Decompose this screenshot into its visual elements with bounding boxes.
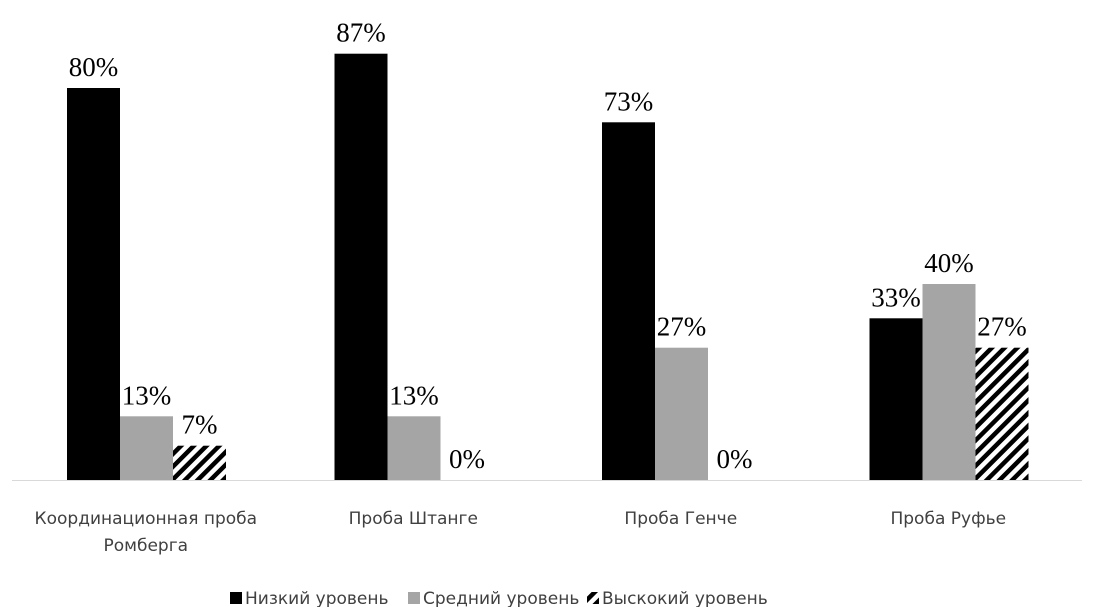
bar-s0-c2 <box>602 122 655 481</box>
legend-label-0: Низкий уровень <box>245 589 389 607</box>
bars-group <box>67 53 1029 481</box>
bar-s1-c1 <box>387 416 441 480</box>
legend: Низкий уровень Средний уровень Выскокий ур… <box>230 589 768 607</box>
category-label-2: Проба Генче <box>624 509 737 529</box>
category-label-1: Проба Штанге <box>349 509 478 529</box>
category-label-0: Координационная проба <box>35 509 258 529</box>
legend-swatch-2 <box>587 592 599 604</box>
bar-s1-c0 <box>120 416 173 480</box>
bar-s1-c2 <box>655 347 708 480</box>
value-label-s2-c0: 7% <box>182 410 218 440</box>
legend-label-1: Средний уровень <box>423 589 579 607</box>
bar-s1-c3 <box>922 284 976 480</box>
bar-s0-c3 <box>869 318 923 480</box>
bar-s2-c0 <box>173 445 226 480</box>
category-labels-group: Координационная проба Ромберга Проба Штанг… <box>35 509 1007 556</box>
value-label-s1-c3: 40% <box>924 248 974 278</box>
value-label-s0-c0: 80% <box>69 52 119 82</box>
legend-swatch-1 <box>408 592 420 604</box>
value-label-s1-c1: 13% <box>389 380 439 410</box>
value-label-s0-c2: 73% <box>604 86 654 116</box>
value-label-s1-c0: 13% <box>122 380 172 410</box>
value-label-s2-c3: 27% <box>977 312 1027 342</box>
value-label-s2-c2: 0% <box>717 444 753 474</box>
value-label-s2-c1: 0% <box>449 444 485 474</box>
legend-label-2: Выскокий уровень <box>602 589 768 607</box>
value-label-s0-c1: 87% <box>336 18 386 48</box>
value-label-s0-c3: 33% <box>871 282 921 312</box>
value-label-s1-c2: 27% <box>657 312 707 342</box>
bar-s0-c0 <box>67 88 120 480</box>
category-label-3: Проба Руфье <box>890 509 1006 529</box>
value-labels-group: 80% 13% 7% 87% 13% 0% 73% 27% 0% 33%40% 27% <box>69 18 1027 474</box>
category-label-0-line1: Ромберга <box>104 536 189 556</box>
bar-s2-c3 <box>975 347 1029 480</box>
legend-swatch-0 <box>230 592 242 604</box>
bar-s0-c1 <box>334 53 388 480</box>
